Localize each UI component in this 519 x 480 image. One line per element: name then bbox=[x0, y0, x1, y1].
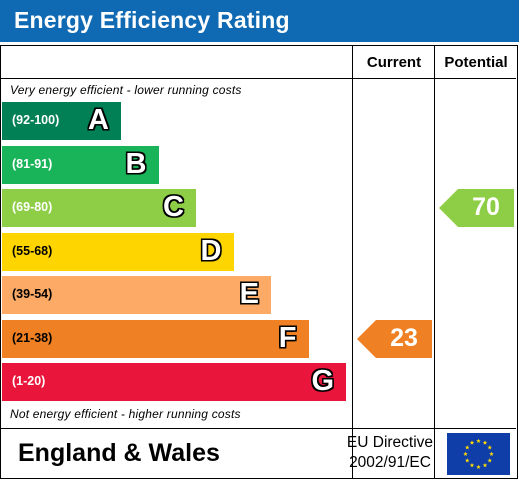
band-d: (55-68) D bbox=[2, 232, 234, 271]
band-range-d: (55-68) bbox=[12, 243, 53, 258]
band-letter-b: B bbox=[125, 147, 147, 180]
potential-column-divider bbox=[434, 45, 435, 478]
eu-star-icon bbox=[469, 462, 475, 468]
eu-star-icon bbox=[464, 445, 470, 450]
band-range-f: (21-38) bbox=[12, 330, 53, 345]
current-column-divider bbox=[352, 45, 353, 478]
potential-rating-value: 70 bbox=[472, 193, 500, 221]
header-row-divider bbox=[0, 78, 516, 79]
eu-star-icon bbox=[463, 451, 468, 456]
chart-frame bbox=[0, 45, 518, 479]
band-e: (39-54) E bbox=[2, 276, 271, 314]
band-letter-f: F bbox=[278, 321, 297, 354]
potential-column-header: Potential bbox=[444, 54, 508, 71]
eu-star-icon bbox=[482, 440, 488, 445]
eu-star-icon bbox=[476, 438, 481, 443]
eu-star-icon bbox=[476, 464, 481, 469]
band-range-e: (39-54) bbox=[12, 287, 53, 301]
note-very-efficient: Very energy efficient - lower running co… bbox=[10, 83, 242, 97]
band-range-a: (92-100) bbox=[12, 113, 60, 127]
band-letter-c: C bbox=[163, 191, 184, 223]
note-not-efficient: Not energy efficient - higher running co… bbox=[10, 407, 241, 421]
eu-star-icon bbox=[487, 445, 493, 450]
footer-region: England & Wales bbox=[18, 439, 220, 467]
eu-star-icon bbox=[487, 458, 493, 463]
current-column-header: Current bbox=[366, 54, 422, 71]
band-letter-e: E bbox=[239, 278, 259, 310]
footer-directive: EU Directive 2002/91/EC bbox=[336, 433, 444, 473]
eu-star-icon bbox=[469, 440, 475, 445]
band-f: (21-38) F bbox=[2, 319, 309, 358]
band-c: (69-80) C bbox=[2, 189, 196, 227]
band-letter-g: G bbox=[311, 365, 334, 397]
eu-star-icon bbox=[482, 462, 488, 468]
eu-star-icon bbox=[464, 458, 470, 463]
band-letter-d: D bbox=[200, 234, 222, 267]
band-letter-a: A bbox=[88, 104, 109, 136]
band-range-g: (1-20) bbox=[12, 374, 46, 388]
band-a: (92-100) A bbox=[2, 102, 121, 140]
band-range-c: (69-80) bbox=[12, 200, 53, 214]
eu-star-icon bbox=[489, 451, 494, 456]
band-range-b: (81-91) bbox=[12, 156, 53, 171]
directive-line-2: 2002/91/EC bbox=[349, 454, 431, 471]
eu-flag-icon bbox=[447, 433, 510, 475]
chart-title: Energy Efficiency Rating bbox=[14, 7, 290, 33]
band-b: (81-91) B bbox=[2, 145, 159, 184]
title-bar: Energy Efficiency Rating bbox=[0, 0, 519, 42]
footer-row-divider bbox=[0, 428, 516, 429]
directive-line-1: EU Directive bbox=[346, 434, 434, 451]
current-rating-value: 23 bbox=[390, 323, 418, 352]
band-g: (1-20) G bbox=[2, 363, 346, 401]
